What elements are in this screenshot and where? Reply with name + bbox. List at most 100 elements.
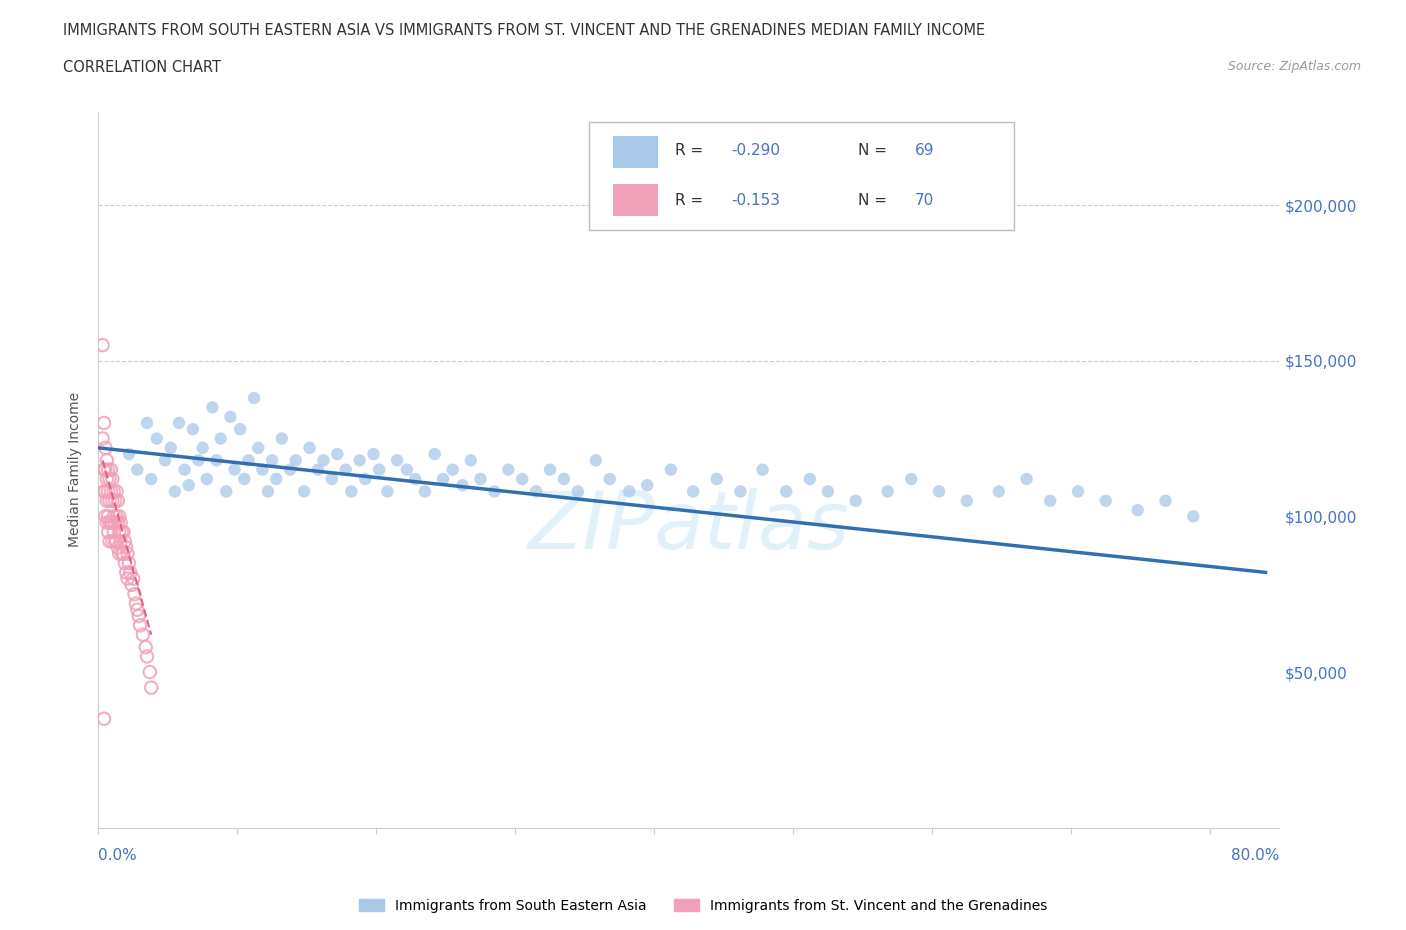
Point bbox=[377, 484, 399, 498]
Point bbox=[619, 484, 641, 498]
Point bbox=[524, 484, 547, 498]
Point bbox=[163, 484, 186, 498]
Point bbox=[262, 453, 284, 468]
Point bbox=[136, 649, 159, 664]
Point bbox=[264, 472, 287, 486]
Point bbox=[124, 587, 146, 602]
Point bbox=[121, 578, 143, 592]
Point bbox=[167, 416, 190, 431]
Point bbox=[292, 484, 315, 498]
Text: 69: 69 bbox=[914, 143, 934, 158]
Point bbox=[103, 509, 125, 524]
Point bbox=[97, 525, 120, 539]
Point bbox=[98, 515, 121, 530]
Point bbox=[298, 441, 321, 456]
Point bbox=[205, 453, 228, 468]
Point bbox=[538, 462, 561, 477]
Point bbox=[1154, 493, 1177, 508]
Point bbox=[181, 421, 204, 436]
Point bbox=[956, 493, 979, 508]
Point bbox=[110, 534, 132, 549]
Point bbox=[103, 484, 125, 498]
Point bbox=[284, 453, 307, 468]
Point bbox=[100, 515, 122, 530]
Point bbox=[100, 484, 122, 498]
Point bbox=[553, 472, 575, 486]
Point bbox=[252, 462, 274, 477]
Point bbox=[498, 462, 520, 477]
Point bbox=[730, 484, 752, 498]
Point bbox=[159, 441, 181, 456]
Point bbox=[105, 534, 128, 549]
Legend: Immigrants from South Eastern Asia, Immigrants from St. Vincent and the Grenadin: Immigrants from South Eastern Asia, Immi… bbox=[353, 894, 1053, 919]
FancyBboxPatch shape bbox=[589, 123, 1014, 230]
Point bbox=[104, 515, 127, 530]
Point bbox=[312, 453, 335, 468]
Y-axis label: Median Family Income: Median Family Income bbox=[69, 392, 83, 547]
Point bbox=[93, 462, 115, 477]
Point bbox=[1039, 493, 1062, 508]
Point bbox=[100, 462, 122, 477]
Point bbox=[1067, 484, 1090, 498]
Point bbox=[104, 534, 127, 549]
Point bbox=[224, 462, 246, 477]
Point bbox=[432, 472, 454, 486]
Text: 0.0%: 0.0% bbox=[98, 848, 138, 863]
Point bbox=[177, 478, 200, 493]
Point bbox=[413, 484, 436, 498]
Point bbox=[404, 472, 426, 486]
Point bbox=[354, 472, 377, 486]
Point bbox=[146, 432, 169, 446]
Point bbox=[363, 446, 385, 461]
Point bbox=[120, 565, 142, 579]
Text: N =: N = bbox=[858, 193, 891, 207]
Point bbox=[112, 546, 135, 561]
Point bbox=[111, 525, 134, 539]
Point bbox=[900, 472, 922, 486]
Point bbox=[243, 391, 266, 405]
Point bbox=[135, 640, 157, 655]
Point bbox=[96, 515, 118, 530]
Point bbox=[1126, 503, 1149, 518]
Bar bbox=[613, 184, 658, 216]
Point bbox=[451, 478, 474, 493]
Point bbox=[229, 421, 252, 436]
Point bbox=[96, 472, 118, 486]
Point bbox=[219, 409, 242, 424]
Point bbox=[423, 446, 446, 461]
Point bbox=[122, 571, 145, 586]
Point bbox=[94, 441, 117, 456]
Text: IMMIGRANTS FROM SOUTH EASTERN ASIA VS IMMIGRANTS FROM ST. VINCENT AND THE GRENAD: IMMIGRANTS FROM SOUTH EASTERN ASIA VS IM… bbox=[63, 23, 986, 38]
Point bbox=[128, 608, 150, 623]
Text: 80.0%: 80.0% bbox=[1232, 848, 1279, 863]
Point bbox=[97, 484, 120, 498]
Point bbox=[307, 462, 329, 477]
Point bbox=[110, 515, 132, 530]
Point bbox=[94, 484, 117, 498]
Point bbox=[141, 472, 163, 486]
Text: Source: ZipAtlas.com: Source: ZipAtlas.com bbox=[1227, 60, 1361, 73]
Point bbox=[270, 432, 292, 446]
Text: -0.290: -0.290 bbox=[731, 143, 780, 158]
Text: R =: R = bbox=[675, 193, 707, 207]
Point bbox=[876, 484, 898, 498]
Point bbox=[845, 493, 868, 508]
Point bbox=[187, 453, 209, 468]
Point bbox=[105, 509, 128, 524]
Point bbox=[340, 484, 363, 498]
Point bbox=[115, 565, 138, 579]
Point bbox=[195, 472, 218, 486]
Point bbox=[173, 462, 195, 477]
Point bbox=[636, 478, 658, 493]
Text: -0.153: -0.153 bbox=[731, 193, 780, 207]
Point bbox=[567, 484, 589, 498]
Point bbox=[97, 509, 120, 524]
Point bbox=[326, 446, 349, 461]
Point bbox=[928, 484, 950, 498]
Point bbox=[118, 446, 141, 461]
Point bbox=[98, 493, 121, 508]
Point bbox=[136, 416, 159, 431]
Point bbox=[101, 472, 124, 486]
Point bbox=[103, 525, 125, 539]
Point bbox=[1015, 472, 1038, 486]
